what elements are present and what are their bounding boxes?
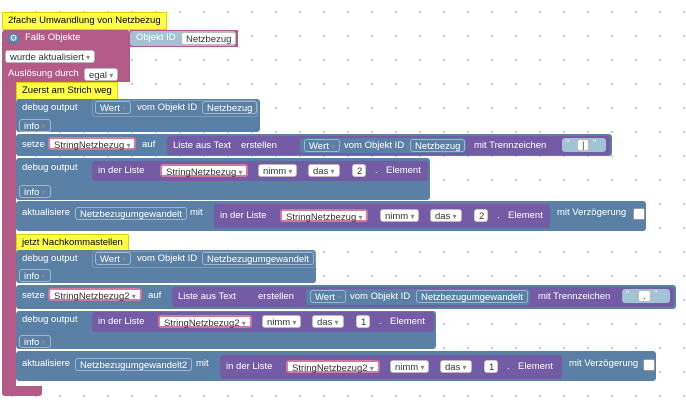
wurde-aktualisiert-dropdown[interactable]: wurde aktualisiert xyxy=(5,50,96,63)
set-1-variable[interactable]: StringNetzbezug xyxy=(48,137,137,151)
update-2-target-field[interactable]: Netzbezugumgewandelt2 xyxy=(75,358,193,371)
debug-4-list-variable[interactable]: StringNetzbezug2 xyxy=(158,315,252,329)
set-1-separator-field[interactable]: | xyxy=(577,139,590,151)
update-1-das-dropdown[interactable]: das xyxy=(430,209,462,222)
set-2-separator-field[interactable]: . xyxy=(638,290,651,302)
debug-4-index-field[interactable]: 1 xyxy=(356,315,370,328)
update-2-label: aktualisiere xyxy=(22,358,71,369)
update-2-mit-label: mit xyxy=(196,358,209,369)
debug-2-element-label: Element xyxy=(386,165,421,176)
set-1-label: setze xyxy=(22,139,45,150)
debug-1-objekt-field[interactable]: Netzbezug xyxy=(202,101,258,114)
update-2-element-label: Element xyxy=(518,361,553,372)
update-1-dot: . xyxy=(497,210,500,221)
debug-3-label: debug output xyxy=(22,253,78,264)
set-2-erstellen-label: erstellen xyxy=(258,291,294,302)
update-1-verzoegerung-label: mit Verzögerung xyxy=(557,207,627,218)
debug-1-wert-dropdown[interactable]: Wert xyxy=(95,101,132,114)
debug-1-info-dropdown[interactable]: info xyxy=(19,119,51,132)
update-2-delay-checkbox[interactable] xyxy=(643,359,655,371)
trigger-spine xyxy=(2,82,16,392)
update-1-delay-checkbox[interactable] xyxy=(633,208,645,220)
update-2-das-dropdown[interactable]: das xyxy=(440,360,472,373)
update-1-mit-label: mit xyxy=(190,207,203,218)
update-2-verzoegerung-label: mit Verzögerung xyxy=(569,358,639,369)
set-2-variable[interactable]: StringNetzbezug2 xyxy=(48,288,142,302)
update-2-nimm-dropdown[interactable]: nimm xyxy=(390,360,430,373)
update-1-label: aktualisiere xyxy=(22,207,71,218)
objekt-id-label: Objekt ID xyxy=(136,32,176,43)
debug-2-das-dropdown[interactable]: das xyxy=(308,164,340,177)
set-1-liste-label: Liste aus Text xyxy=(173,140,231,151)
set-2-auf-label: auf xyxy=(148,290,162,301)
debug-4-liste-label: in der Liste xyxy=(98,316,145,327)
set-2-liste-label: Liste aus Text xyxy=(178,291,236,302)
set-1-wert-dropdown[interactable]: Wert xyxy=(304,139,341,152)
set-2-trennzeichen-label: mit Trennzeichen xyxy=(538,291,611,302)
debug-2-list-variable[interactable]: StringNetzbezug xyxy=(160,164,249,178)
update-1-target-field[interactable]: Netzbezugumgewandelt xyxy=(75,207,187,220)
update-2-list-variable[interactable]: StringNetzbezug2 xyxy=(286,360,380,374)
update-2-dot: . xyxy=(507,361,510,372)
debug-3-wert-dropdown[interactable]: Wert xyxy=(95,252,132,265)
debug-4-dot: . xyxy=(379,316,382,327)
trigger-objekt-id-field[interactable]: Netzbezug xyxy=(181,32,237,45)
update-1-element-label: Element xyxy=(508,210,543,221)
debug-4-label: debug output xyxy=(22,314,78,325)
update-2-index-field[interactable]: 1 xyxy=(484,360,498,373)
set-2-label: setze xyxy=(22,290,45,301)
debug-3-vom-label: vom Objekt ID xyxy=(137,253,198,264)
debug-2-label: debug output xyxy=(22,162,78,173)
update-1-list-variable[interactable]: StringNetzbezug xyxy=(280,209,369,223)
debug-2-dot: . xyxy=(375,165,378,176)
debug-2-liste-label: in der Liste xyxy=(98,165,145,176)
quote-close-icon: ” xyxy=(593,138,597,149)
set-2-vom-label: vom Objekt ID xyxy=(350,291,411,302)
update-2-liste-label: in der Liste xyxy=(226,361,273,372)
debug-1-vom-label: vom Objekt ID xyxy=(137,102,198,113)
set-1-trennzeichen-label: mit Trennzeichen xyxy=(474,140,547,151)
gear-icon[interactable]: ⚙ xyxy=(8,33,19,44)
quote-close-icon: ” xyxy=(654,289,658,300)
quote-open-icon: “ xyxy=(626,289,630,300)
set-2-objekt-field[interactable]: Netzbezugumgewandelt xyxy=(416,290,528,303)
debug-4-element-label: Element xyxy=(390,316,425,327)
ausloesung-label: Auslösung durch xyxy=(8,68,79,79)
set-2-wert-dropdown[interactable]: Wert xyxy=(310,290,347,303)
debug-4-nimm-dropdown[interactable]: nimm xyxy=(262,315,302,328)
debug-1-label: debug output xyxy=(22,102,78,113)
set-1-erstellen-label: erstellen xyxy=(241,140,277,151)
comment-title[interactable]: 2fache Umwandlung von Netzbezug xyxy=(2,12,167,30)
debug-4-info-dropdown[interactable]: info xyxy=(19,335,51,348)
set-1-auf-label: auf xyxy=(142,139,156,150)
comment-zuerst[interactable]: Zuerst am Strich weg xyxy=(16,82,118,100)
falls-objekte-label: Falls Objekte xyxy=(25,32,81,43)
debug-2-nimm-dropdown[interactable]: nimm xyxy=(258,164,298,177)
ausloesung-dropdown[interactable]: egal xyxy=(84,68,119,81)
update-1-index-field[interactable]: 2 xyxy=(474,209,488,222)
debug-3-objekt-field[interactable]: Netzbezugumgewandelt xyxy=(202,252,314,265)
debug-3-info-dropdown[interactable]: info xyxy=(19,269,51,282)
trigger-foot xyxy=(2,386,42,396)
update-1-liste-label: in der Liste xyxy=(220,210,267,221)
debug-2-index-field[interactable]: 2 xyxy=(352,164,366,177)
debug-2-info-dropdown[interactable]: info xyxy=(19,185,51,198)
set-1-vom-label: vom Objekt ID xyxy=(344,140,405,151)
quote-open-icon: “ xyxy=(566,138,570,149)
debug-4-das-dropdown[interactable]: das xyxy=(312,315,344,328)
update-1-nimm-dropdown[interactable]: nimm xyxy=(380,209,420,222)
set-1-objekt-field[interactable]: Netzbezug xyxy=(410,139,466,152)
